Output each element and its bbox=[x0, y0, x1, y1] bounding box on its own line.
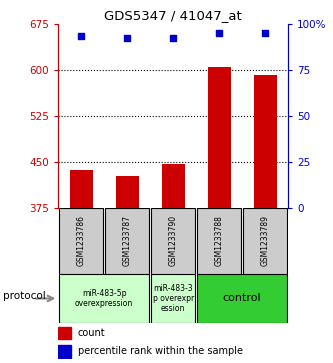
Bar bbox=[58, 327, 71, 339]
Text: count: count bbox=[78, 328, 106, 338]
Text: percentile rank within the sample: percentile rank within the sample bbox=[78, 346, 243, 356]
Text: GSM1233790: GSM1233790 bbox=[168, 215, 178, 266]
Bar bbox=[70, 170, 93, 208]
Bar bbox=[162, 164, 185, 208]
Text: GSM1233786: GSM1233786 bbox=[77, 215, 86, 266]
FancyBboxPatch shape bbox=[151, 208, 195, 274]
FancyBboxPatch shape bbox=[59, 208, 103, 274]
Text: protocol: protocol bbox=[3, 291, 46, 301]
Text: control: control bbox=[223, 293, 261, 303]
FancyBboxPatch shape bbox=[105, 208, 149, 274]
Bar bbox=[116, 176, 139, 208]
FancyBboxPatch shape bbox=[197, 208, 241, 274]
FancyBboxPatch shape bbox=[243, 208, 287, 274]
Point bbox=[216, 30, 222, 36]
Bar bbox=[58, 345, 71, 358]
Text: miR-483-3
p overexpr
ession: miR-483-3 p overexpr ession bbox=[153, 284, 194, 313]
Text: GSM1233787: GSM1233787 bbox=[123, 215, 132, 266]
Bar bbox=[254, 75, 277, 208]
Point bbox=[79, 34, 84, 40]
Bar bbox=[208, 66, 231, 208]
Point bbox=[262, 30, 268, 36]
Text: GSM1233789: GSM1233789 bbox=[260, 215, 270, 266]
Point bbox=[125, 36, 130, 41]
Title: GDS5347 / 41047_at: GDS5347 / 41047_at bbox=[104, 9, 242, 23]
Text: GSM1233788: GSM1233788 bbox=[214, 215, 224, 266]
Text: miR-483-5p
overexpression: miR-483-5p overexpression bbox=[75, 289, 133, 308]
FancyBboxPatch shape bbox=[59, 274, 149, 323]
FancyBboxPatch shape bbox=[197, 274, 287, 323]
Point bbox=[170, 36, 176, 41]
FancyBboxPatch shape bbox=[151, 274, 195, 323]
